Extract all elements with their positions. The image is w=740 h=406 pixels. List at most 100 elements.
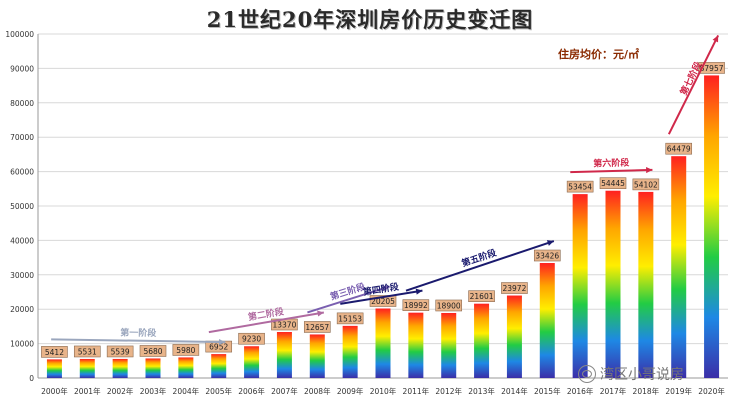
x-tick-label: 2007年 [271,386,298,396]
value-label: 87957 [700,64,724,73]
y-tick-label: 60000 [10,168,34,177]
x-tick-label: 2005年 [205,386,232,396]
x-tick-label: 2018年 [633,386,660,396]
x-tick-label: 2009年 [337,386,364,396]
bar [671,156,687,378]
x-tick-label: 2003年 [140,386,167,396]
phase-label: 第一阶段 [120,326,157,339]
value-label: 54102 [634,180,658,189]
bar [145,358,161,378]
x-tick-label: 2006年 [238,386,265,396]
value-label-box [566,180,594,193]
phase-arrow [307,285,390,314]
phase-arrowhead [382,285,390,292]
phase-arrowhead [317,310,324,317]
bar [704,75,720,378]
bar [441,312,457,378]
phase-arrowhead [218,338,226,346]
x-tick-label: 2002年 [107,386,134,396]
phase-arrow [51,338,226,344]
bar [178,357,194,378]
x-tick-label: 2013年 [468,386,495,396]
phase-arrow [405,240,555,292]
phase-arrowhead [546,240,554,246]
y-tick-label: 10000 [10,340,34,349]
x-tick-label: 2000年 [41,386,68,396]
y-tick-label: 100000 [5,30,34,39]
value-label-box [435,299,463,312]
y-tick-label: 70000 [10,133,34,142]
value-label: 5539 [111,347,130,356]
value-label-box [665,142,693,155]
value-label: 5980 [176,346,195,355]
bar [572,194,588,378]
bar [408,312,424,378]
x-tick-label: 2015年 [534,386,561,396]
value-label-box [73,345,101,358]
bar [244,346,260,378]
x-tick-label: 2004年 [173,386,200,396]
bar [605,190,621,378]
value-label: 13370 [272,321,296,330]
value-label: 5680 [143,347,162,356]
bar [211,354,227,378]
x-tick-label: 2019年 [665,386,692,396]
y-tick-label: 20000 [10,305,34,314]
value-label: 18900 [437,301,461,310]
watermark-text: 湾区小哥说房 [600,367,684,383]
chat-bubble-icon [578,365,596,383]
x-tick-label: 2010年 [370,386,397,396]
watermark: 湾区小哥说房 [578,364,684,384]
phase-arrowhead [712,35,719,43]
value-label-box [533,249,561,262]
y-tick-label: 40000 [10,236,34,245]
phase-arrowhead [415,288,423,295]
bar [474,303,490,378]
x-tick-label: 2014年 [501,386,528,396]
bar [342,325,358,378]
value-label: 53454 [568,183,592,192]
value-label: 5531 [78,347,97,356]
bar [539,263,555,378]
value-label-box [402,299,430,311]
bar [375,308,391,378]
y-tick-label: 30000 [10,271,34,280]
phase-arrow [208,311,325,334]
phase-label: 第六阶段 [593,156,630,169]
x-tick-label: 2001年 [74,386,101,396]
value-label: 6952 [209,343,228,352]
bar [46,359,62,378]
phase-arrow [570,168,653,174]
bar [638,191,654,378]
value-label-box [139,345,167,357]
value-label-box [632,178,660,191]
bar [309,334,325,378]
value-label: 9230 [242,335,261,344]
value-label-box [303,321,331,333]
x-tick-label: 2008年 [304,386,331,396]
value-label-box [106,345,134,358]
value-label-box [41,346,68,358]
phase-arrowhead [646,167,653,174]
value-label-box [468,290,495,302]
value-label-box [698,62,725,74]
value-label-box [172,344,200,356]
value-label: 12657 [305,323,329,332]
unit-label: 住房均价：元/㎡ [558,48,640,61]
x-tick-label: 2011年 [403,386,430,396]
value-label: 5412 [45,348,64,357]
phase-arrow [340,289,423,305]
value-label-box [336,312,364,325]
bar [506,295,522,378]
value-label: 20205 [371,297,395,306]
value-label: 54445 [601,179,625,188]
bar [79,358,95,378]
value-label-box [599,177,627,190]
value-label-box [238,332,265,345]
x-tick-label: 2012年 [435,386,462,396]
chart-title: 21世纪20年深圳房价历史变迁图 [206,7,534,32]
y-tick-label: 80000 [10,99,34,108]
value-label: 15153 [338,314,362,323]
bar [276,332,292,378]
